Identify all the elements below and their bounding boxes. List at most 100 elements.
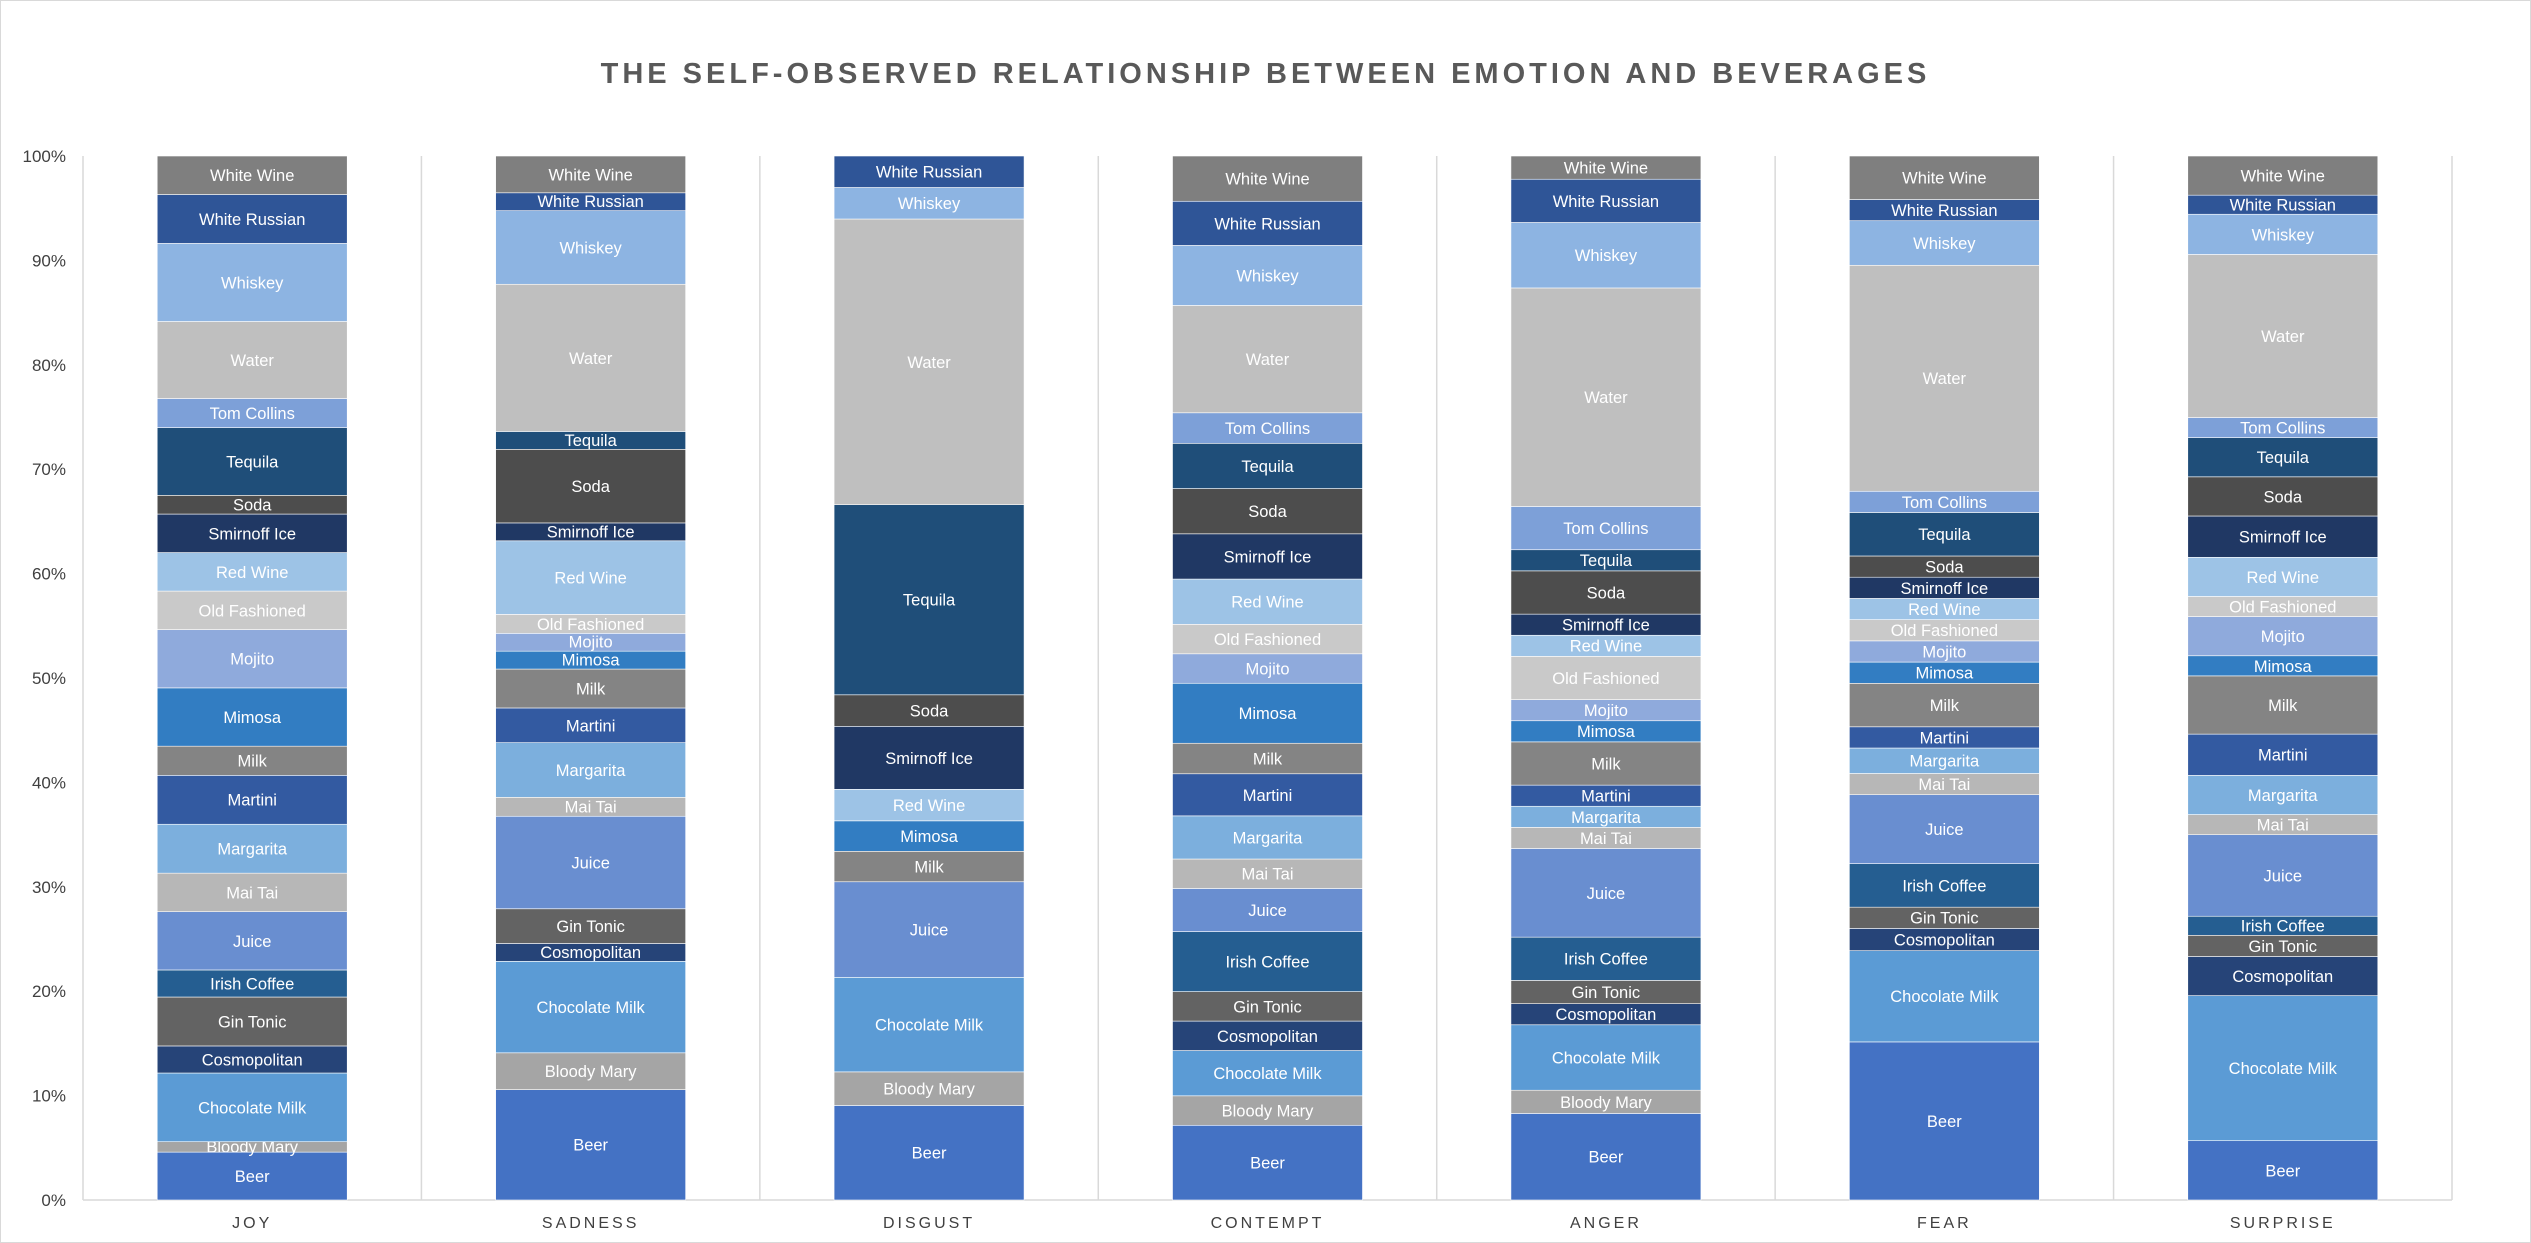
bar-segment xyxy=(1510,570,1702,615)
bar-segment xyxy=(1172,155,1363,202)
chart-bars: Beer Bloody Mary Chocolate Milk Cosmopolita… xyxy=(156,155,2379,1201)
segment-label: Juice xyxy=(1587,885,1626,903)
segment-label: Gin Tonic xyxy=(1572,984,1640,1002)
bar-segment xyxy=(156,513,348,553)
segment-label: Chocolate Milk xyxy=(2229,1060,2338,1078)
bar-segment xyxy=(1510,936,1702,981)
segment-label: Whiskey xyxy=(1913,235,1976,253)
segment-label: Tequila xyxy=(903,592,956,610)
x-category-label: ANGER xyxy=(1570,1215,1642,1232)
bar-stack: Beer Bloody Mary Chocolate Milk Cosmopolita… xyxy=(1172,155,1363,1201)
bar-segment xyxy=(156,629,348,689)
segment-label: Irish Coffee xyxy=(1564,951,1648,969)
segment-label: Water xyxy=(1584,389,1628,407)
segment-label: Milk xyxy=(1930,697,1960,715)
bar-segment xyxy=(1849,1041,2040,1201)
bar-segment xyxy=(1849,794,2040,864)
segment-label: Juice xyxy=(2264,867,2303,885)
segment-label: Soda xyxy=(571,478,610,496)
bar-segment xyxy=(1849,220,2040,266)
bar-segment xyxy=(833,977,1025,1073)
bar-segment xyxy=(495,742,686,798)
segment-label: Beer xyxy=(573,1137,608,1155)
segment-label: Milk xyxy=(1591,755,1621,773)
bar-segment xyxy=(156,398,348,428)
bar-segment xyxy=(1849,863,2040,908)
segment-label: White Wine xyxy=(1564,160,1648,178)
segment-label: Mimosa xyxy=(2254,658,2313,676)
segment-label: Soda xyxy=(1248,503,1287,521)
bar-segment xyxy=(1510,741,1702,786)
segment-label: Mimosa xyxy=(223,709,282,727)
bar-segment xyxy=(1510,1024,1702,1091)
segment-label: Milk xyxy=(2268,697,2298,715)
y-tick-label: 40% xyxy=(32,773,66,792)
bar-segment xyxy=(1172,682,1363,744)
segment-label: Mai Tai xyxy=(226,884,278,902)
segment-label: Chocolate Milk xyxy=(1213,1065,1322,1083)
segment-label: Water xyxy=(1246,351,1290,369)
bar-segment xyxy=(1172,888,1363,932)
segment-label: Smirnoff Ice xyxy=(1900,580,1988,598)
bar-segment xyxy=(2187,155,2379,196)
bar-segment xyxy=(156,687,348,747)
bar-segment xyxy=(2187,556,2379,597)
bar-segment xyxy=(1172,578,1363,625)
segment-label: Beer xyxy=(235,1168,270,1186)
bar-segment xyxy=(1849,155,2040,200)
segment-label: Water xyxy=(569,350,613,368)
segment-label: Gin Tonic xyxy=(1910,910,1978,928)
bar-segment xyxy=(1510,155,1702,180)
segment-label: Chocolate Milk xyxy=(198,1099,307,1117)
bar-stack: Beer Bloody Mary Chocolate Milk Juice Milk Mi… xyxy=(833,155,1025,1201)
segment-label: Juice xyxy=(1248,902,1287,920)
y-tick-label: 20% xyxy=(32,982,66,1001)
bar-stack: Beer Chocolate Milk Cosmopolitan Gin Tonic I… xyxy=(1849,155,2040,1201)
segment-label: Cosmopolitan xyxy=(202,1051,303,1069)
segment-label: Old Fashioned xyxy=(1891,622,1998,640)
segment-label: Margarita xyxy=(2248,787,2319,805)
x-category-label: CONTEMPT xyxy=(1211,1215,1325,1232)
bar-segment xyxy=(833,1071,1025,1106)
segment-label: Mai Tai xyxy=(2257,817,2309,835)
bar-segment xyxy=(1510,222,1702,289)
y-tick-label: 100% xyxy=(23,147,66,166)
segment-label: Whiskey xyxy=(221,274,284,292)
chart-axes: 0% 10% 20% 30% 40% 50% 60% 70% 80% 90% 100% JOY SADN… xyxy=(23,147,2453,1232)
segment-label: Gin Tonic xyxy=(2249,938,2317,956)
segment-label: Water xyxy=(2261,328,2305,346)
y-tick-label: 60% xyxy=(32,565,66,584)
bar-segment xyxy=(495,707,686,743)
bar-segment xyxy=(2187,616,2379,657)
bar-segment xyxy=(1172,1020,1363,1051)
bar-segment xyxy=(1510,1113,1702,1201)
segment-label: Whiskey xyxy=(1236,267,1299,285)
segment-label: Tequila xyxy=(2257,449,2310,467)
bar-segment xyxy=(156,155,348,195)
bar-segment xyxy=(1172,245,1363,306)
segment-label: Beer xyxy=(1588,1149,1623,1167)
bar-segment xyxy=(156,775,348,825)
bar-segment xyxy=(1172,443,1363,489)
bar-segment xyxy=(495,283,686,432)
segment-label: Smirnoff Ice xyxy=(2239,529,2327,547)
bar-segment xyxy=(495,815,686,910)
segment-label: Red Wine xyxy=(2247,569,2319,587)
bar-segment xyxy=(156,321,348,399)
segment-label: Bloody Mary xyxy=(1222,1102,1314,1120)
segment-label: Tequila xyxy=(564,432,617,450)
segment-label: Juice xyxy=(910,921,949,939)
segment-label: Mimosa xyxy=(562,652,621,670)
bar-segment xyxy=(2187,254,2379,418)
segment-label: Beer xyxy=(1250,1155,1285,1173)
segment-label: Martini xyxy=(1243,787,1293,805)
segment-label: Red Wine xyxy=(1231,594,1303,612)
segment-label: Mai Tai xyxy=(1918,776,1970,794)
bar-segment xyxy=(833,726,1025,790)
segment-label: Bloody Mary xyxy=(545,1063,637,1081)
segment-label: Soda xyxy=(910,702,949,720)
bar-segment xyxy=(1510,656,1702,700)
segment-label: Martini xyxy=(566,717,616,735)
bar-segment xyxy=(156,1151,348,1201)
